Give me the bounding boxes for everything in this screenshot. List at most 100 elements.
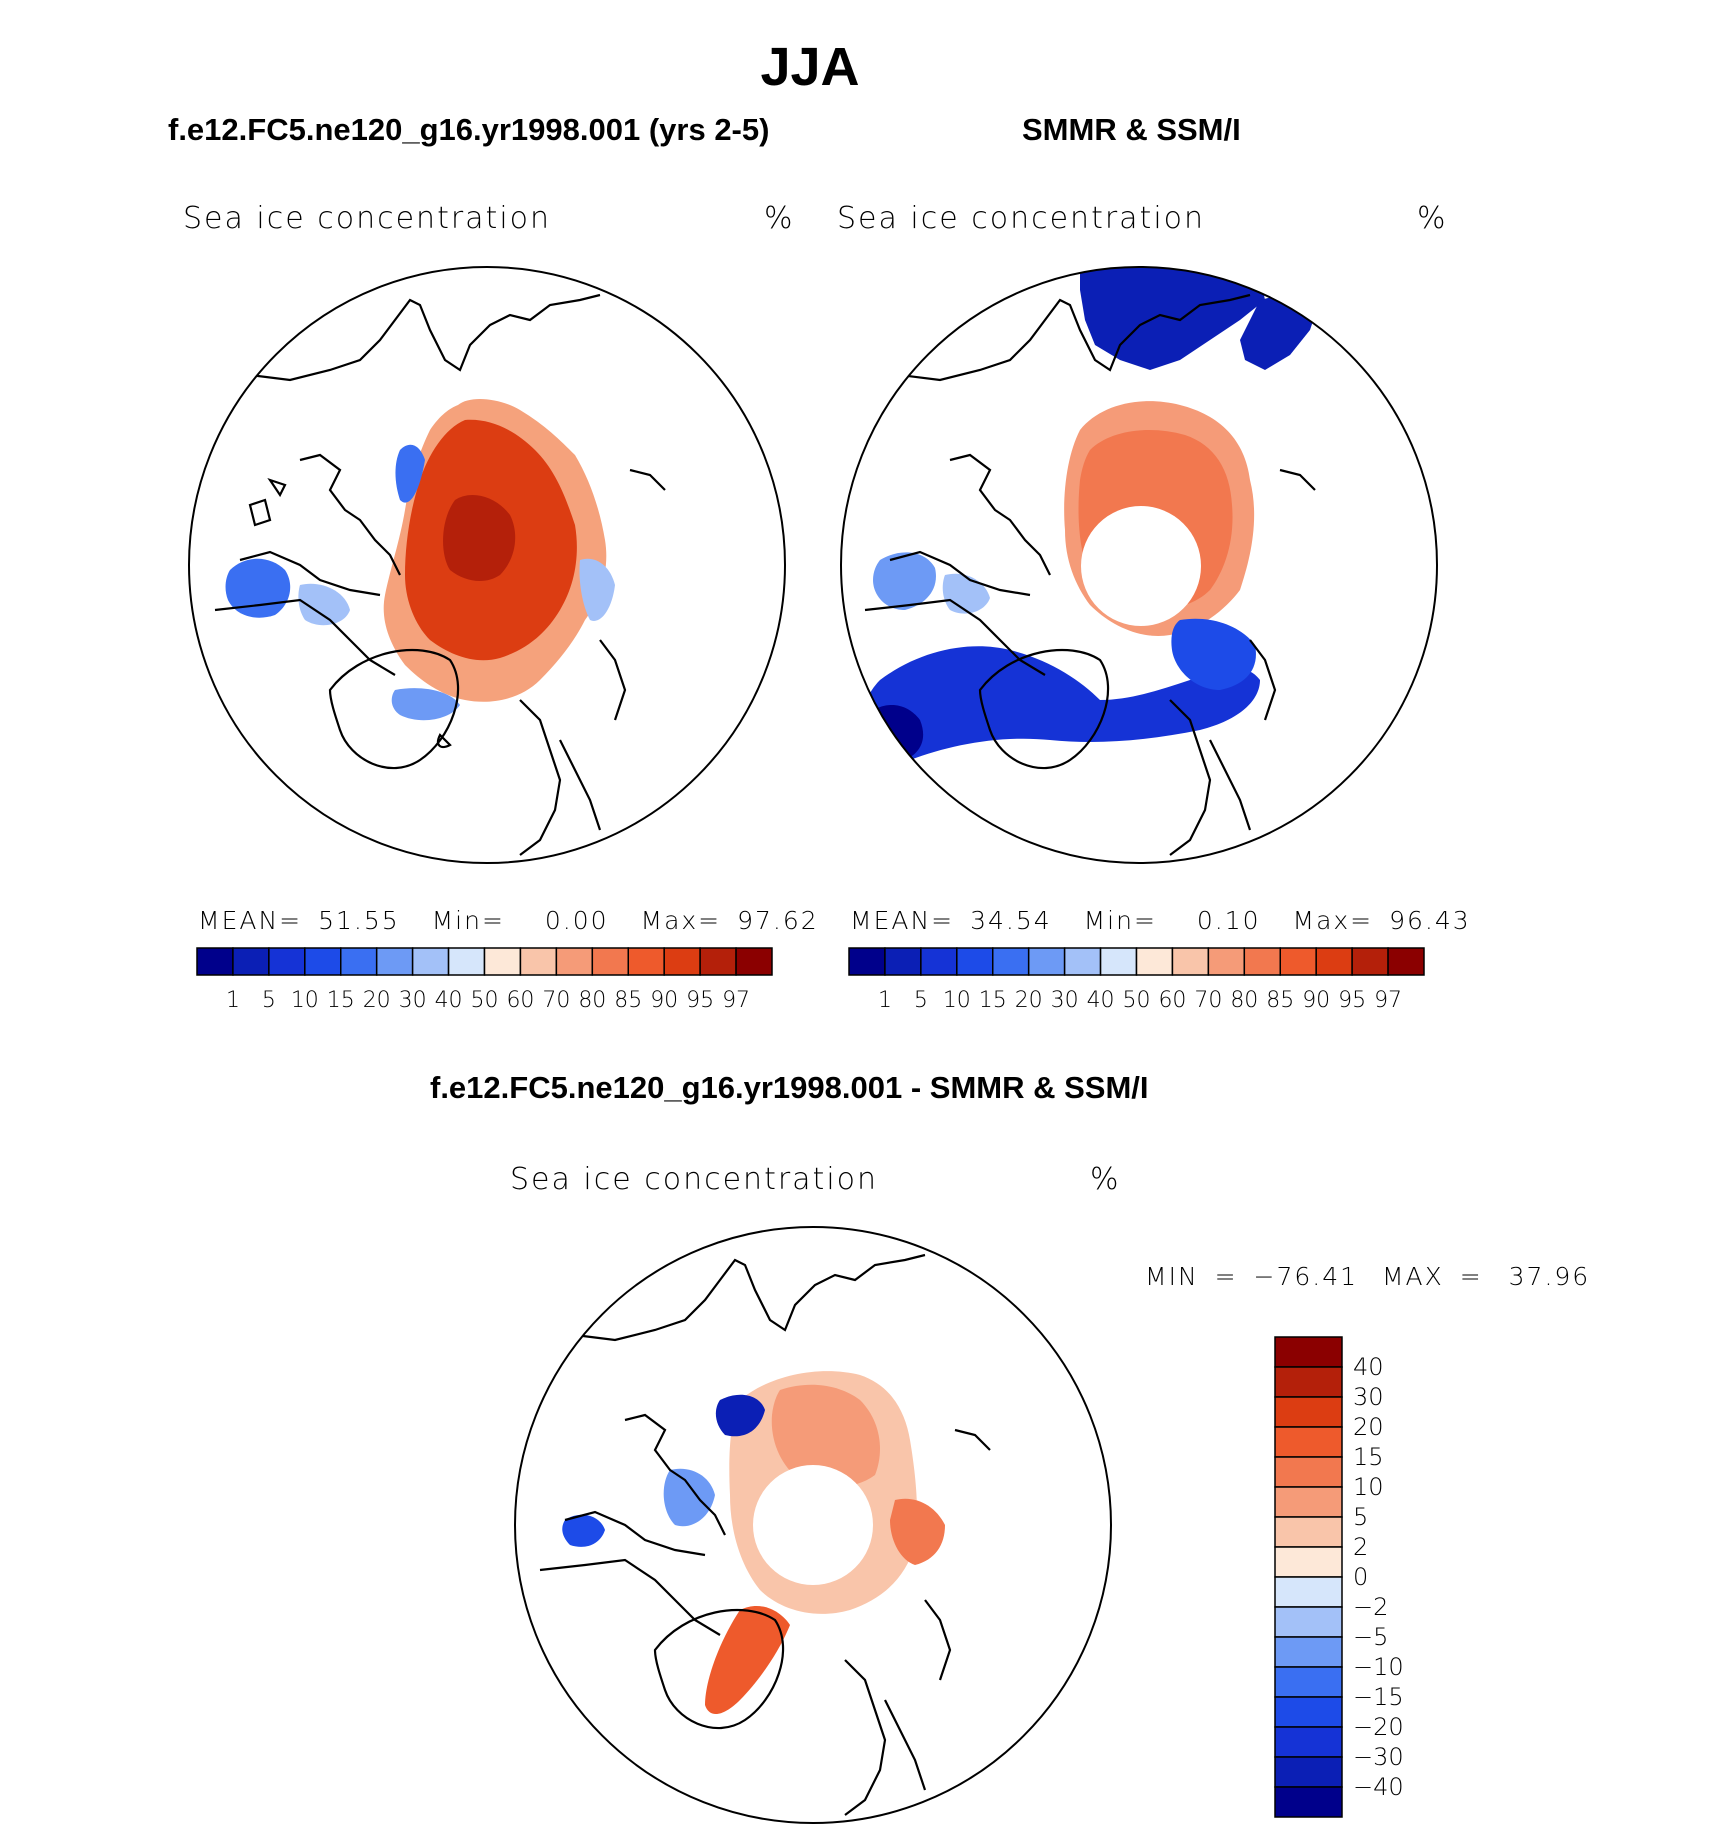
diff-positive-east bbox=[890, 1498, 945, 1565]
diff-positive-mid bbox=[771, 1384, 880, 1487]
colorbar-2-tick-label: 97 bbox=[1374, 988, 1403, 1013]
panel-3-min-label: MIN = bbox=[1145, 1262, 1238, 1291]
colorbar-1-tick-label: 20 bbox=[362, 988, 391, 1013]
diff-negative-beaufort bbox=[715, 1394, 765, 1437]
colorbar-1-tick-label: 5 bbox=[261, 988, 276, 1013]
colorbar-3-swatch bbox=[1274, 1456, 1343, 1488]
colorbar-2-tick-label: 95 bbox=[1338, 988, 1367, 1013]
colorbar-1-tick-label: 80 bbox=[578, 988, 607, 1013]
colorbar-3-swatch bbox=[1274, 1606, 1343, 1638]
colorbar-3-swatch bbox=[1274, 1696, 1343, 1728]
map-1 bbox=[188, 266, 786, 864]
colorbar-3-swatch bbox=[1274, 1756, 1343, 1788]
panel-1-stats: MEAN= 51.55 Min= 0.00 Max= 97.62 bbox=[198, 906, 819, 935]
colorbar-3-tick-label: −10 bbox=[1353, 1653, 1404, 1681]
figure-title: JJA bbox=[760, 37, 860, 97]
colorbar-3-tick-label: −20 bbox=[1353, 1713, 1404, 1741]
colorbar-1-swatch bbox=[735, 947, 773, 976]
colorbar-1-tick-label: 1 bbox=[225, 988, 240, 1013]
colorbar-3-swatch bbox=[1274, 1576, 1343, 1608]
panel-2-title: SMMR & SSM/I bbox=[1022, 112, 1241, 147]
colorbar-1-tick-label: 85 bbox=[614, 988, 643, 1013]
diff-positive-strong bbox=[705, 1605, 790, 1715]
pole-hole-2 bbox=[1081, 506, 1201, 626]
colorbar-2-tick-label: 80 bbox=[1230, 988, 1259, 1013]
panel-2-max-value: 96.43 bbox=[1389, 906, 1471, 935]
coastlines-3 bbox=[539, 1253, 991, 1816]
obs-hudson-light bbox=[942, 573, 990, 614]
hudson-bay-1 bbox=[225, 558, 291, 618]
map-2 bbox=[840, 266, 1438, 864]
colorbar-2-tick-label: 20 bbox=[1014, 988, 1043, 1013]
colorbar-2-tick-label: 10 bbox=[942, 988, 971, 1013]
colorbar-1-swatch bbox=[375, 947, 414, 976]
colorbar-3-tick-label: −5 bbox=[1353, 1623, 1389, 1651]
colorbar-1-swatch bbox=[411, 947, 450, 976]
panel-1-units: % bbox=[764, 201, 795, 236]
colorbar-3 bbox=[1274, 1336, 1343, 1818]
colorbar-2 bbox=[848, 947, 1425, 976]
colorbar-2-swatch bbox=[1171, 947, 1210, 976]
panel-1-title: f.e12.FC5.ne120_g16.yr1998.001 (yrs 2-5) bbox=[168, 112, 770, 147]
panel-2-field-label: Sea ice concentration bbox=[837, 201, 1206, 236]
colorbar-3-swatch bbox=[1274, 1546, 1343, 1578]
colorbar-3-tick-label: −15 bbox=[1353, 1683, 1404, 1711]
colorbar-1-swatch bbox=[268, 947, 306, 976]
panel-1-max-value: 97.62 bbox=[737, 906, 819, 935]
panel-2-mean-label: MEAN= bbox=[850, 906, 955, 935]
colorbar-2-tick-label: 50 bbox=[1122, 988, 1151, 1013]
colorbar-2-swatch bbox=[1279, 947, 1317, 976]
panel-2-min-label: Min= bbox=[1083, 906, 1157, 935]
colorbar-3-swatch bbox=[1274, 1516, 1343, 1548]
panel-2-mean-value: 34.54 bbox=[970, 906, 1052, 935]
colorbar-2-swatch bbox=[1243, 947, 1281, 976]
panel-1-mean-value: 51.55 bbox=[318, 906, 400, 935]
colorbar-1-tick-label: 60 bbox=[506, 988, 535, 1013]
colorbar-3-tick-label: 15 bbox=[1353, 1443, 1384, 1471]
obs-atlantic-dark bbox=[860, 646, 1260, 764]
colorbar-2-tick-label: 15 bbox=[978, 988, 1007, 1013]
colorbar-2-tick-label: 40 bbox=[1086, 988, 1115, 1013]
panel-1-min-label: Min= bbox=[431, 906, 505, 935]
panel-2-max-label: Max= bbox=[1292, 906, 1374, 935]
colorbar-2-swatch bbox=[992, 947, 1030, 976]
bottom-title: f.e12.FC5.ne120_g16.yr1998.001 - SMMR & … bbox=[430, 1070, 1149, 1105]
colorbar-3-tick-label: 10 bbox=[1353, 1473, 1384, 1501]
colorbar-2-tick-label: 1 bbox=[877, 988, 892, 1013]
colorbar-3-tick-label: 40 bbox=[1353, 1353, 1384, 1381]
colorbar-1-swatch bbox=[304, 947, 342, 976]
colorbar-3-swatch bbox=[1274, 1786, 1343, 1818]
panel-3-max-label: MAX = bbox=[1381, 1262, 1483, 1291]
colorbar-3-swatch bbox=[1274, 1486, 1343, 1518]
colorbar-2-swatch bbox=[1387, 947, 1425, 976]
colorbar-3-tick-label: 0 bbox=[1353, 1563, 1369, 1591]
obs-hudson bbox=[873, 552, 936, 610]
colorbar-1-swatch bbox=[483, 947, 522, 976]
diff-negative-hudson bbox=[562, 1514, 605, 1547]
colorbar-2-tick-label: 60 bbox=[1158, 988, 1187, 1013]
colorbar-3-swatch bbox=[1274, 1666, 1343, 1698]
panel-3-min-value: −76.41 bbox=[1253, 1262, 1359, 1291]
colorbar-3-tick-label: 20 bbox=[1353, 1413, 1384, 1441]
colorbar-3-swatch bbox=[1274, 1426, 1343, 1458]
colorbar-3-swatch bbox=[1274, 1396, 1343, 1428]
colorbar-3-swatch bbox=[1274, 1336, 1343, 1368]
colorbar-2-tick-label: 85 bbox=[1266, 988, 1295, 1013]
colorbar-3-tick-label: 2 bbox=[1353, 1533, 1369, 1561]
colorbar-1-tick-label: 10 bbox=[290, 988, 319, 1013]
colorbar-3-tick-label: −40 bbox=[1353, 1773, 1404, 1801]
colorbar-3-swatch bbox=[1274, 1726, 1343, 1758]
colorbar-1-swatch bbox=[196, 947, 234, 976]
colorbar-2-tick-label: 5 bbox=[913, 988, 928, 1013]
colorbar-2-tick-label: 30 bbox=[1050, 988, 1079, 1013]
colorbar-3-swatch bbox=[1274, 1366, 1343, 1398]
colorbar-1-swatch bbox=[555, 947, 594, 976]
panel-3-field-label: Sea ice concentration bbox=[510, 1162, 879, 1197]
panel-1-max-label: Max= bbox=[640, 906, 722, 935]
colorbar-2-swatch bbox=[884, 947, 922, 976]
colorbar-1-swatch bbox=[519, 947, 558, 976]
coastlines-1 bbox=[214, 293, 666, 856]
colorbar-1-tick-label: 30 bbox=[398, 988, 427, 1013]
colorbar-1-swatch bbox=[232, 947, 270, 976]
